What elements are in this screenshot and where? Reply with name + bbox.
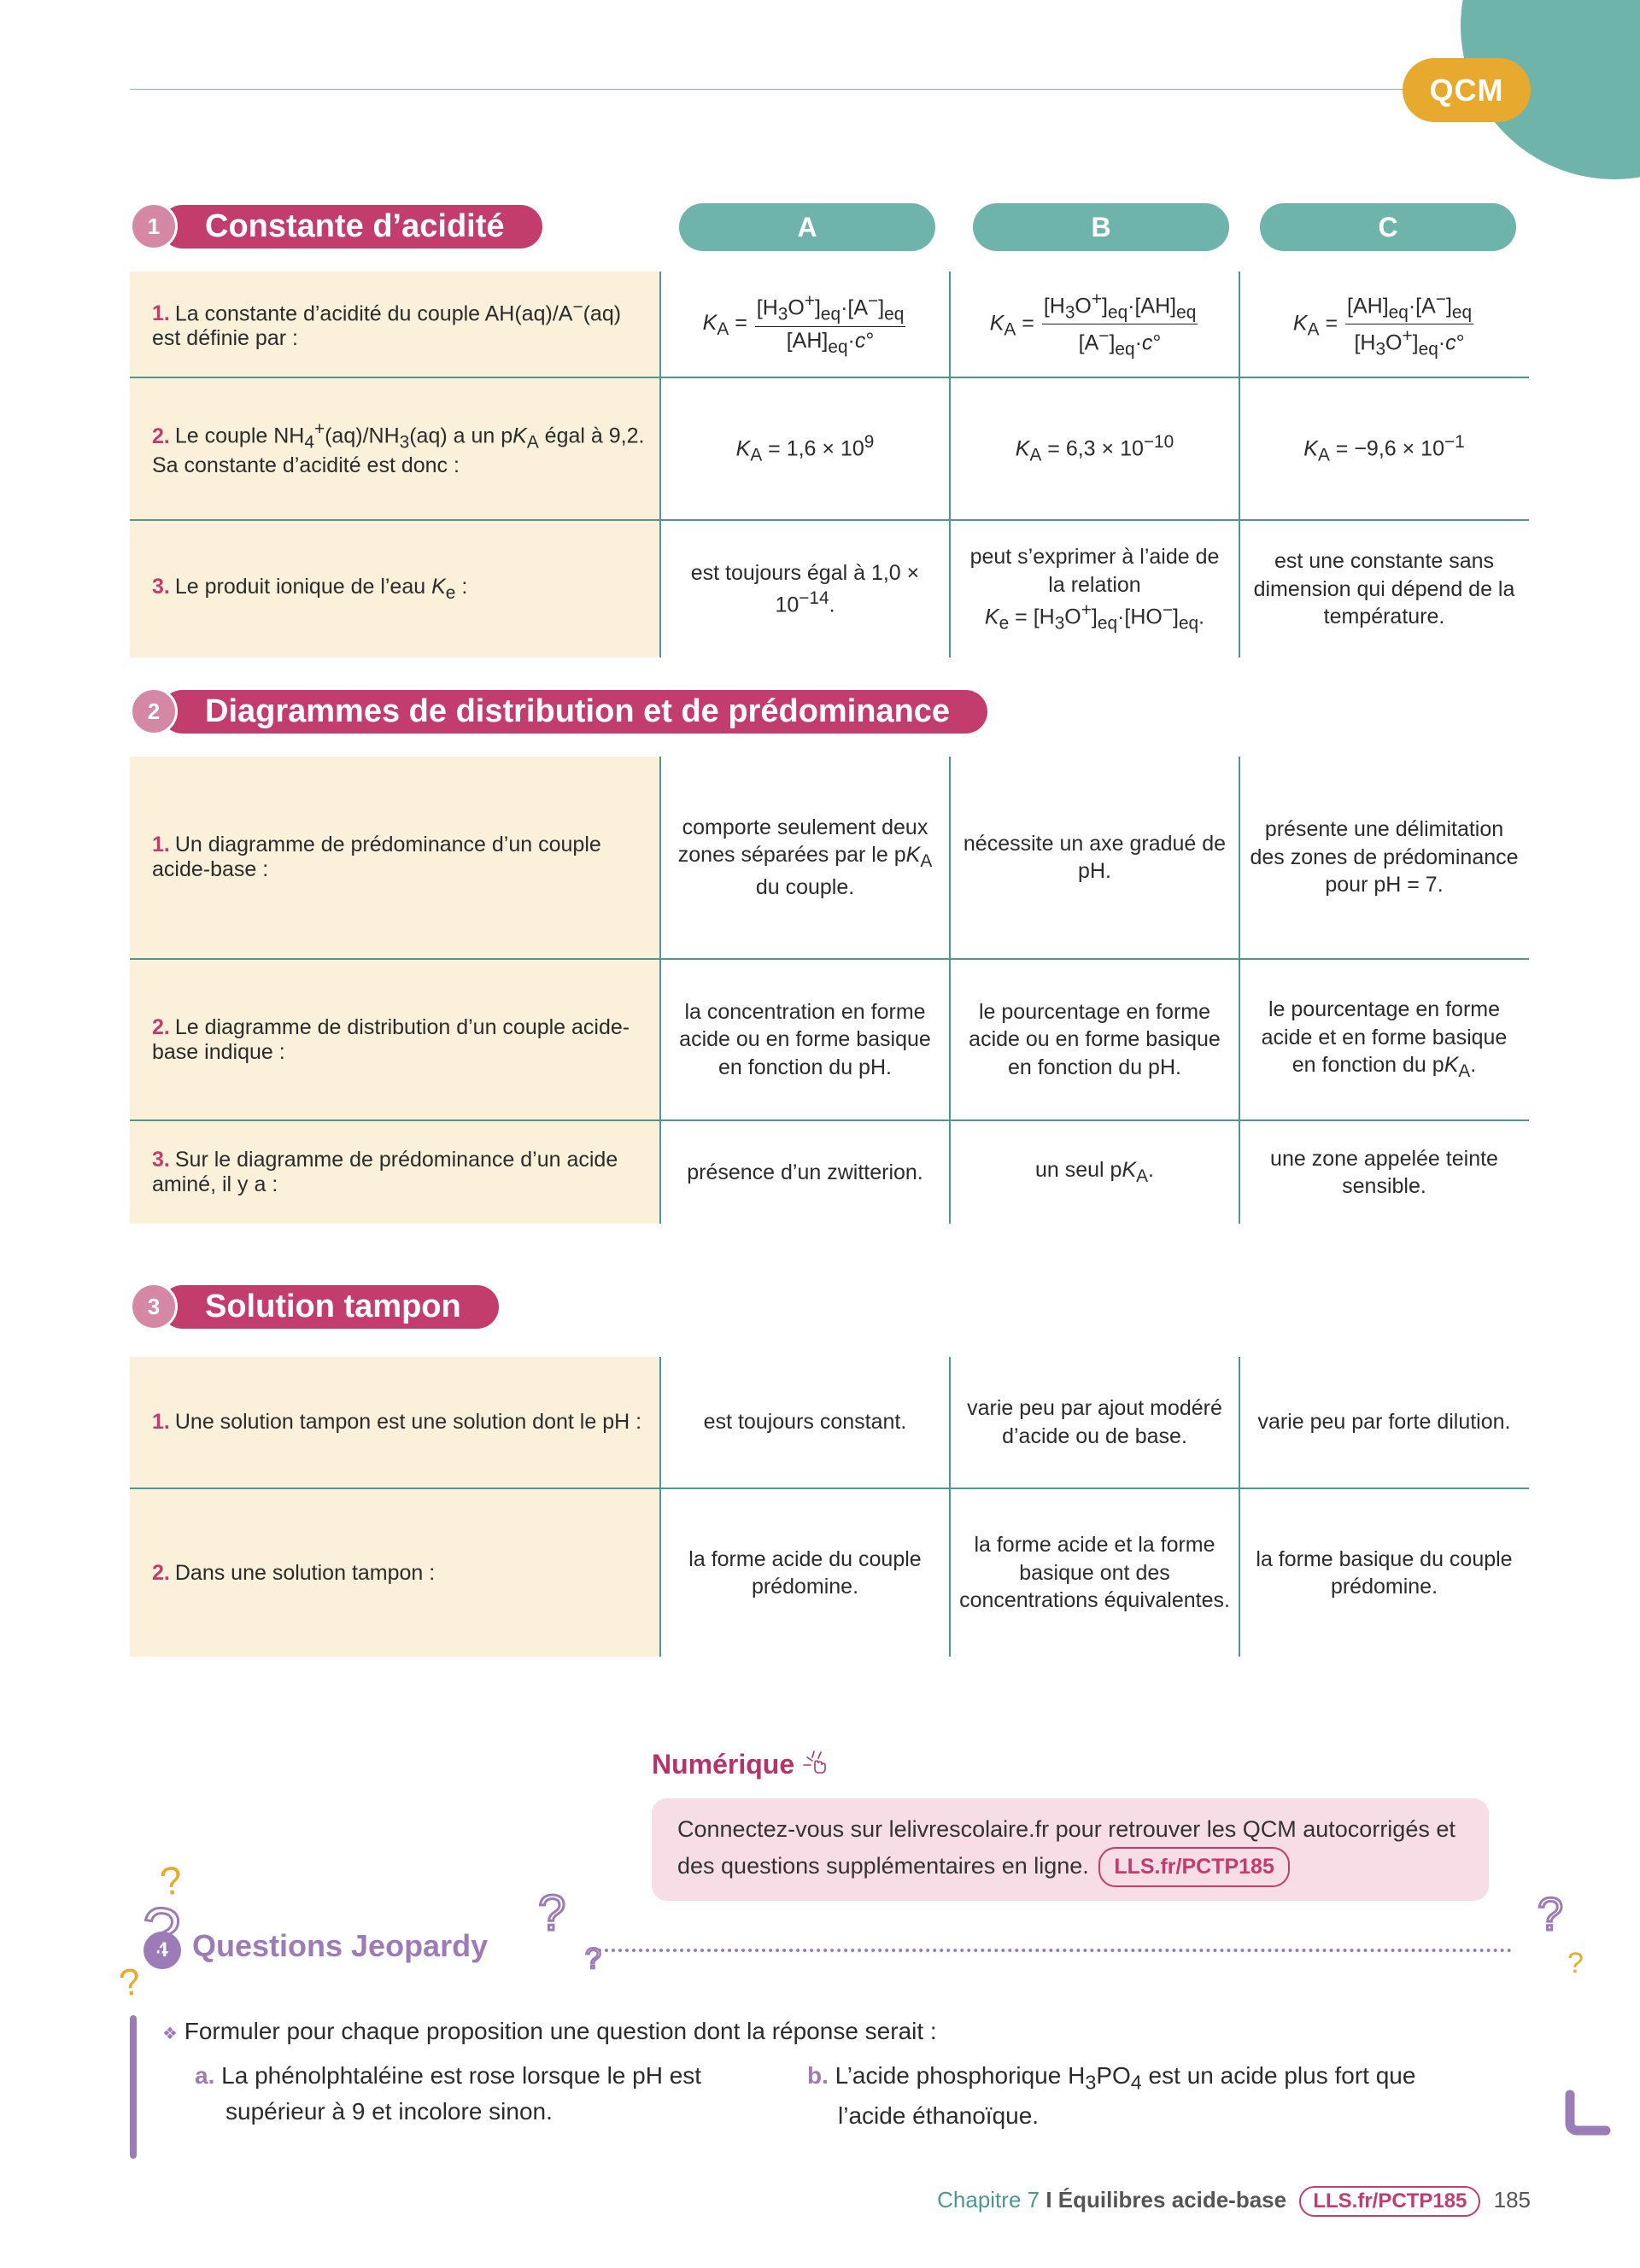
svg-text:?: ? (138, 1892, 184, 1972)
svg-text:?: ? (585, 1943, 601, 1975)
svg-text:?: ? (1567, 1947, 1584, 1979)
svg-text:?: ? (538, 1885, 565, 1941)
svg-text:?: ? (1538, 1889, 1563, 1940)
